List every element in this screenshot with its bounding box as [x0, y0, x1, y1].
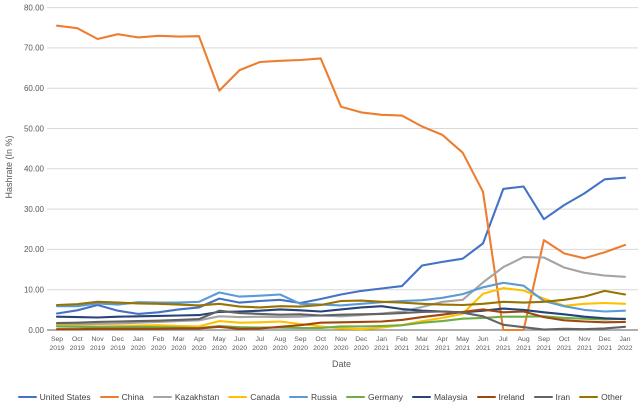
x-tick-label: Dec 2019 [110, 336, 125, 352]
y-tick-label: 0.00 [28, 326, 44, 335]
series-line-canada [55, 287, 627, 331]
legend-label-kazakhstan: Kazakhstan [174, 392, 220, 402]
x-tick-label: Sep 2019 [49, 336, 64, 352]
x-tick-label: Aug 2020 [273, 336, 288, 352]
legend-item-russia: Russia [289, 392, 337, 402]
legend-label-iran: Iran [555, 392, 571, 402]
x-tick-label: Sep 2020 [293, 336, 308, 352]
x-tick-label: Apr 2021 [435, 336, 450, 352]
y-tick-label: 80.00 [24, 3, 45, 12]
legend-swatch-other [579, 395, 599, 399]
y-tick-label: 60.00 [24, 84, 45, 93]
x-tick-label: Dec 2021 [597, 336, 612, 352]
y-tick-label: 50.00 [24, 124, 45, 133]
x-tick-label: Jul 2021 [496, 336, 511, 352]
legend-item-kazakhstan: Kazakhstan [152, 392, 220, 402]
legend-swatch-united-states [17, 395, 37, 399]
x-tick-label: Oct 2021 [557, 336, 572, 352]
legend-label-china: China [121, 392, 144, 402]
y-tick-label: 10.00 [24, 286, 45, 295]
y-tick-label: 20.00 [24, 245, 45, 254]
x-tick-label: May 2021 [455, 336, 470, 352]
legend-item-canada: Canada [228, 392, 280, 402]
legend-swatch-malaysia [411, 395, 431, 399]
x-tick-label: Apr 2020 [191, 336, 206, 352]
series-line-germany [55, 315, 627, 330]
x-tick-label: Jan 2020 [131, 336, 146, 352]
legend-item-malaysia: Malaysia [411, 392, 468, 402]
x-tick-label: Sep 2021 [536, 336, 551, 352]
y-axis-title: Hashrate (In %) [4, 135, 14, 199]
x-tick-label: Nov 2020 [333, 336, 348, 352]
series-line-kazakhstan [55, 256, 627, 326]
series-line-china [55, 24, 627, 332]
x-tick-label: Nov 2019 [90, 336, 105, 352]
x-tick-label: Oct 2020 [313, 336, 328, 352]
x-tick-label: Mar 2021 [415, 336, 430, 352]
x-tick-label: Oct 2019 [70, 336, 85, 352]
legend-item-united-states: United States [17, 392, 91, 402]
legend-label-other: Other [601, 392, 623, 402]
legend-swatch-germany [346, 395, 365, 399]
x-tick-label: Jun 2021 [475, 336, 490, 352]
y-tick-label: 40.00 [24, 165, 45, 174]
x-axis-title: Date [331, 359, 351, 369]
series-line-other [55, 289, 627, 309]
x-tick-label: Jan 2022 [617, 336, 632, 352]
legend-item-china: China [99, 392, 144, 402]
y-tick-label: 70.00 [24, 44, 45, 53]
x-tick-label: Jul 2020 [252, 336, 267, 352]
x-tick-label: Dec 2020 [354, 336, 369, 352]
legend-label-ireland: Ireland [498, 392, 525, 402]
legend-label-russia: Russia [311, 392, 337, 402]
legend-item-ireland: Ireland [476, 392, 525, 402]
series-line-united-states [55, 176, 627, 315]
legend-label-germany: Germany [368, 392, 403, 402]
x-tick-label: Nov 2021 [577, 336, 592, 352]
legend-swatch-iran [533, 395, 553, 399]
y-tick-label: 30.00 [24, 205, 45, 214]
x-tick-label: Mar 2020 [171, 336, 186, 352]
x-tick-label: Jan 2021 [374, 336, 389, 352]
legend-label-united-states: United States [39, 392, 91, 402]
legend-label-malaysia: Malaysia [433, 392, 468, 402]
x-tick-label: Feb 2020 [151, 336, 166, 352]
chart-legend: United States China Kazakhstan Canada Russia… [0, 392, 640, 402]
legend-swatch-china [99, 395, 119, 399]
legend-item-other: Other [579, 392, 622, 402]
series-line-malaysia [55, 305, 627, 321]
legend-swatch-kazakhstan [152, 395, 172, 399]
x-tick-label: May 2020 [212, 336, 227, 352]
series-line-ireland [55, 308, 627, 331]
series-line-iran [55, 309, 627, 331]
legend-label-canada: Canada [250, 392, 281, 402]
legend-item-iran: Iran [533, 392, 571, 402]
legend-swatch-ireland [476, 395, 496, 399]
legend-swatch-russia [289, 395, 309, 399]
legend-swatch-canada [228, 395, 248, 399]
x-tick-label: Aug 2021 [516, 336, 531, 352]
legend-item-germany: Germany [346, 392, 403, 402]
x-tick-label: Feb 2021 [394, 336, 409, 352]
series-line-russia [55, 281, 627, 313]
x-tick-label: Jun 2020 [232, 336, 247, 352]
